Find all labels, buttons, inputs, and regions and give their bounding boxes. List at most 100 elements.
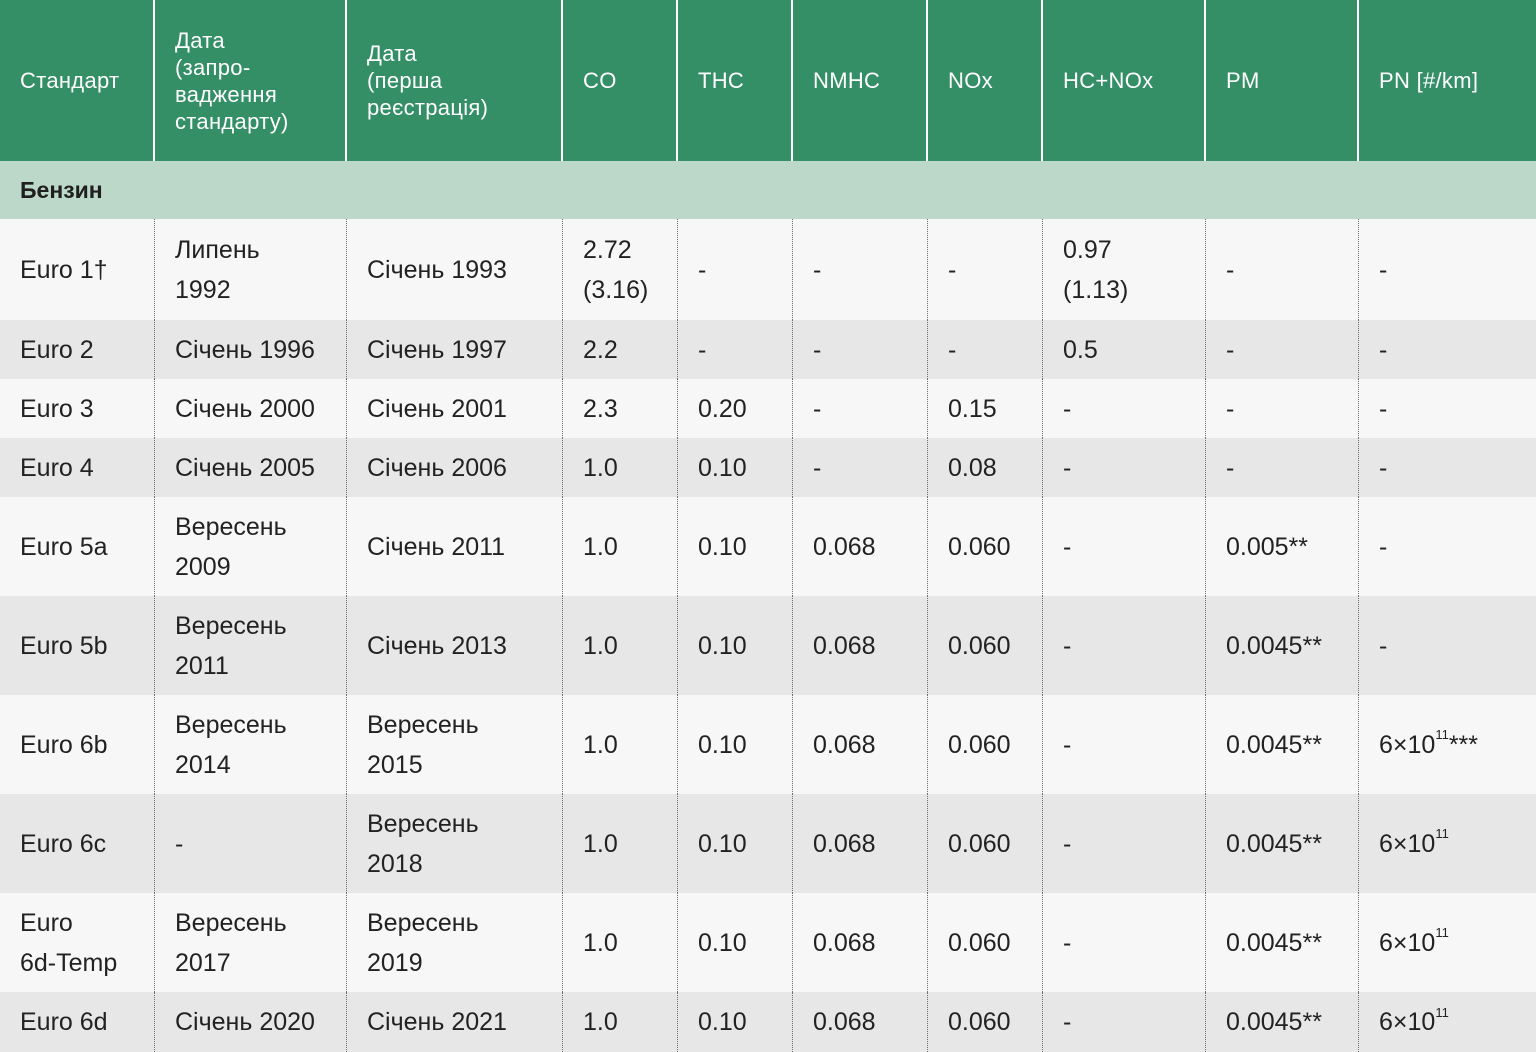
header-label-line: HC+NOx <box>1063 68 1154 93</box>
cell-thc-line: 0.10 <box>698 730 747 759</box>
cell-nox: 0.15 <box>928 379 1043 438</box>
cell-nmhc-line: 0.068 <box>813 730 876 759</box>
cell-hc-nox-line: - <box>1063 394 1072 423</box>
cell-nmhc-line: 0.068 <box>813 829 876 858</box>
section-row-petrol: Бензин <box>0 161 1536 219</box>
table-row: Euro 2 Січень 1996 Січень 1997 2.2 - - - 0.5 - - <box>0 320 1536 379</box>
cell-nmhc: - <box>793 438 928 497</box>
pn-value: 6×1011 <box>1379 925 1449 957</box>
header-nox: NOx <box>928 0 1043 161</box>
cell-intro-date-line: Липень <box>175 235 260 264</box>
header-label-line: Дата <box>367 41 417 66</box>
header-row: Стандарт Дата (запро-вадження стандарту) Дат… <box>0 0 1536 161</box>
cell-pm-line: 0.005** <box>1226 532 1309 561</box>
cell-standard-line: Euro 4 <box>20 453 94 482</box>
cell-nmhc-line: - <box>813 255 822 284</box>
cell-co: 1.0 <box>563 596 678 695</box>
cell-pm-line: 0.0045** <box>1226 730 1322 759</box>
cell-intro-date: Січень 2000 <box>155 379 347 438</box>
header-label-line: Стандарт <box>20 68 120 93</box>
cell-intro-date: Вересень 2017 <box>155 893 347 992</box>
table-row: Euro 5a Вересень 2009 Січень 2011 1.0 0.10 0.0… <box>0 497 1536 596</box>
cell-standard: Euro 6d-Temp <box>0 893 155 992</box>
cell-hc-nox: - <box>1043 379 1206 438</box>
cell-hc-nox: - <box>1043 497 1206 596</box>
cell-pm-line: - <box>1226 255 1235 284</box>
cell-pm-line: 0.0045** <box>1226 928 1322 957</box>
cell-hc-nox-line: 0.5 <box>1063 335 1098 364</box>
cell-standard-line: 6d-Temp <box>20 948 118 977</box>
cell-standard-line: Euro 5b <box>20 631 108 660</box>
cell-nmhc: - <box>793 379 928 438</box>
cell-co: 1.0 <box>563 893 678 992</box>
cell-intro-date: Вересень 2011 <box>155 596 347 695</box>
section-label: Бензин <box>20 176 103 203</box>
header-label-line: PN [#/km] <box>1379 68 1479 93</box>
cell-pn: 6×1011 <box>1359 794 1536 893</box>
cell-hc-nox: - <box>1043 992 1206 1052</box>
header-label-line: NMHC <box>813 68 881 93</box>
cell-hc-nox: - <box>1043 596 1206 695</box>
cell-thc-line: - <box>698 255 707 284</box>
cell-pm-line: 0.0045** <box>1226 631 1322 660</box>
cell-standard: Euro 6d <box>0 992 155 1052</box>
cell-pn: 6×1011 <box>1359 893 1536 992</box>
cell-nox-line: 0.15 <box>948 394 997 423</box>
cell-pm: 0.0045** <box>1206 794 1359 893</box>
cell-registration-date: Січень 2011 <box>347 497 563 596</box>
cell-pm: 0.0045** <box>1206 893 1359 992</box>
pn-value: - <box>1379 335 1388 364</box>
cell-hc-nox: 0.97 (1.13) <box>1043 219 1206 320</box>
table-row: Euro 5b Вересень 2011 Січень 2013 1.0 0.10 0.0… <box>0 596 1536 695</box>
cell-nox-line: 0.060 <box>948 1008 1011 1036</box>
header-label-line: CO <box>583 68 617 93</box>
cell-nox-line: 0.060 <box>948 730 1011 759</box>
cell-intro-date-line: Січень 2020 <box>175 1008 315 1036</box>
cell-nmhc: 0.068 <box>793 992 928 1052</box>
cell-pn: - <box>1359 320 1536 379</box>
cell-thc: 0.10 <box>678 893 793 992</box>
cell-co-line: 2.2 <box>583 335 618 364</box>
header-label: PM <box>1226 67 1260 94</box>
header-pm: PM <box>1206 0 1359 161</box>
pn-footnote-mark: *** <box>1448 730 1478 759</box>
cell-nox-line: 0.060 <box>948 532 1011 561</box>
cell-co-line: 1.0 <box>583 453 618 482</box>
cell-co-line: 1.0 <box>583 532 618 561</box>
pn-exponent: 11 <box>1435 826 1449 842</box>
cell-co-line: 2.72 <box>583 235 632 264</box>
table-row: Euro 6b Вересень 2014 Вересень 2015 1.0 0.10 0.… <box>0 695 1536 794</box>
cell-pn: - <box>1359 379 1536 438</box>
cell-thc-line: - <box>698 335 707 364</box>
cell-co-line: (3.16) <box>583 275 649 304</box>
cell-pn: - <box>1359 497 1536 596</box>
cell-standard-line: Euro 5a <box>20 532 108 561</box>
pn-value: 6×1011 <box>1379 1004 1449 1036</box>
cell-intro-date-line: Січень 2005 <box>175 453 315 482</box>
cell-hc-nox-line: - <box>1063 730 1072 759</box>
cell-thc: 0.10 <box>678 497 793 596</box>
cell-hc-nox: - <box>1043 438 1206 497</box>
table-row: Euro 3 Січень 2000 Січень 2001 2.3 0.20 - 0.15… <box>0 379 1536 438</box>
cell-hc-nox: - <box>1043 794 1206 893</box>
cell-co-line: 1.0 <box>583 631 618 660</box>
header-intro-date: Дата (запро-вадження стандарту) <box>155 0 347 161</box>
cell-hc-nox: - <box>1043 893 1206 992</box>
cell-pm: 0.0045** <box>1206 695 1359 794</box>
cell-pm-line: - <box>1226 394 1235 423</box>
cell-standard: Euro 1† <box>0 219 155 320</box>
cell-co: 1.0 <box>563 695 678 794</box>
cell-nmhc-line: 0.068 <box>813 532 876 561</box>
cell-thc: 0.10 <box>678 992 793 1052</box>
cell-pm: 0.005** <box>1206 497 1359 596</box>
cell-intro-date: Січень 1996 <box>155 320 347 379</box>
cell-registration-date-line: 2018 <box>367 849 423 878</box>
cell-pn: 6×1011*** <box>1359 695 1536 794</box>
cell-nmhc: 0.068 <box>793 893 928 992</box>
cell-nox-line: 0.08 <box>948 453 997 482</box>
cell-registration-date-line: Січень 1997 <box>367 335 507 364</box>
cell-pm: - <box>1206 379 1359 438</box>
cell-registration-date-line: Січень 2001 <box>367 394 507 423</box>
cell-thc: - <box>678 320 793 379</box>
cell-registration-date: Січень 1997 <box>347 320 563 379</box>
